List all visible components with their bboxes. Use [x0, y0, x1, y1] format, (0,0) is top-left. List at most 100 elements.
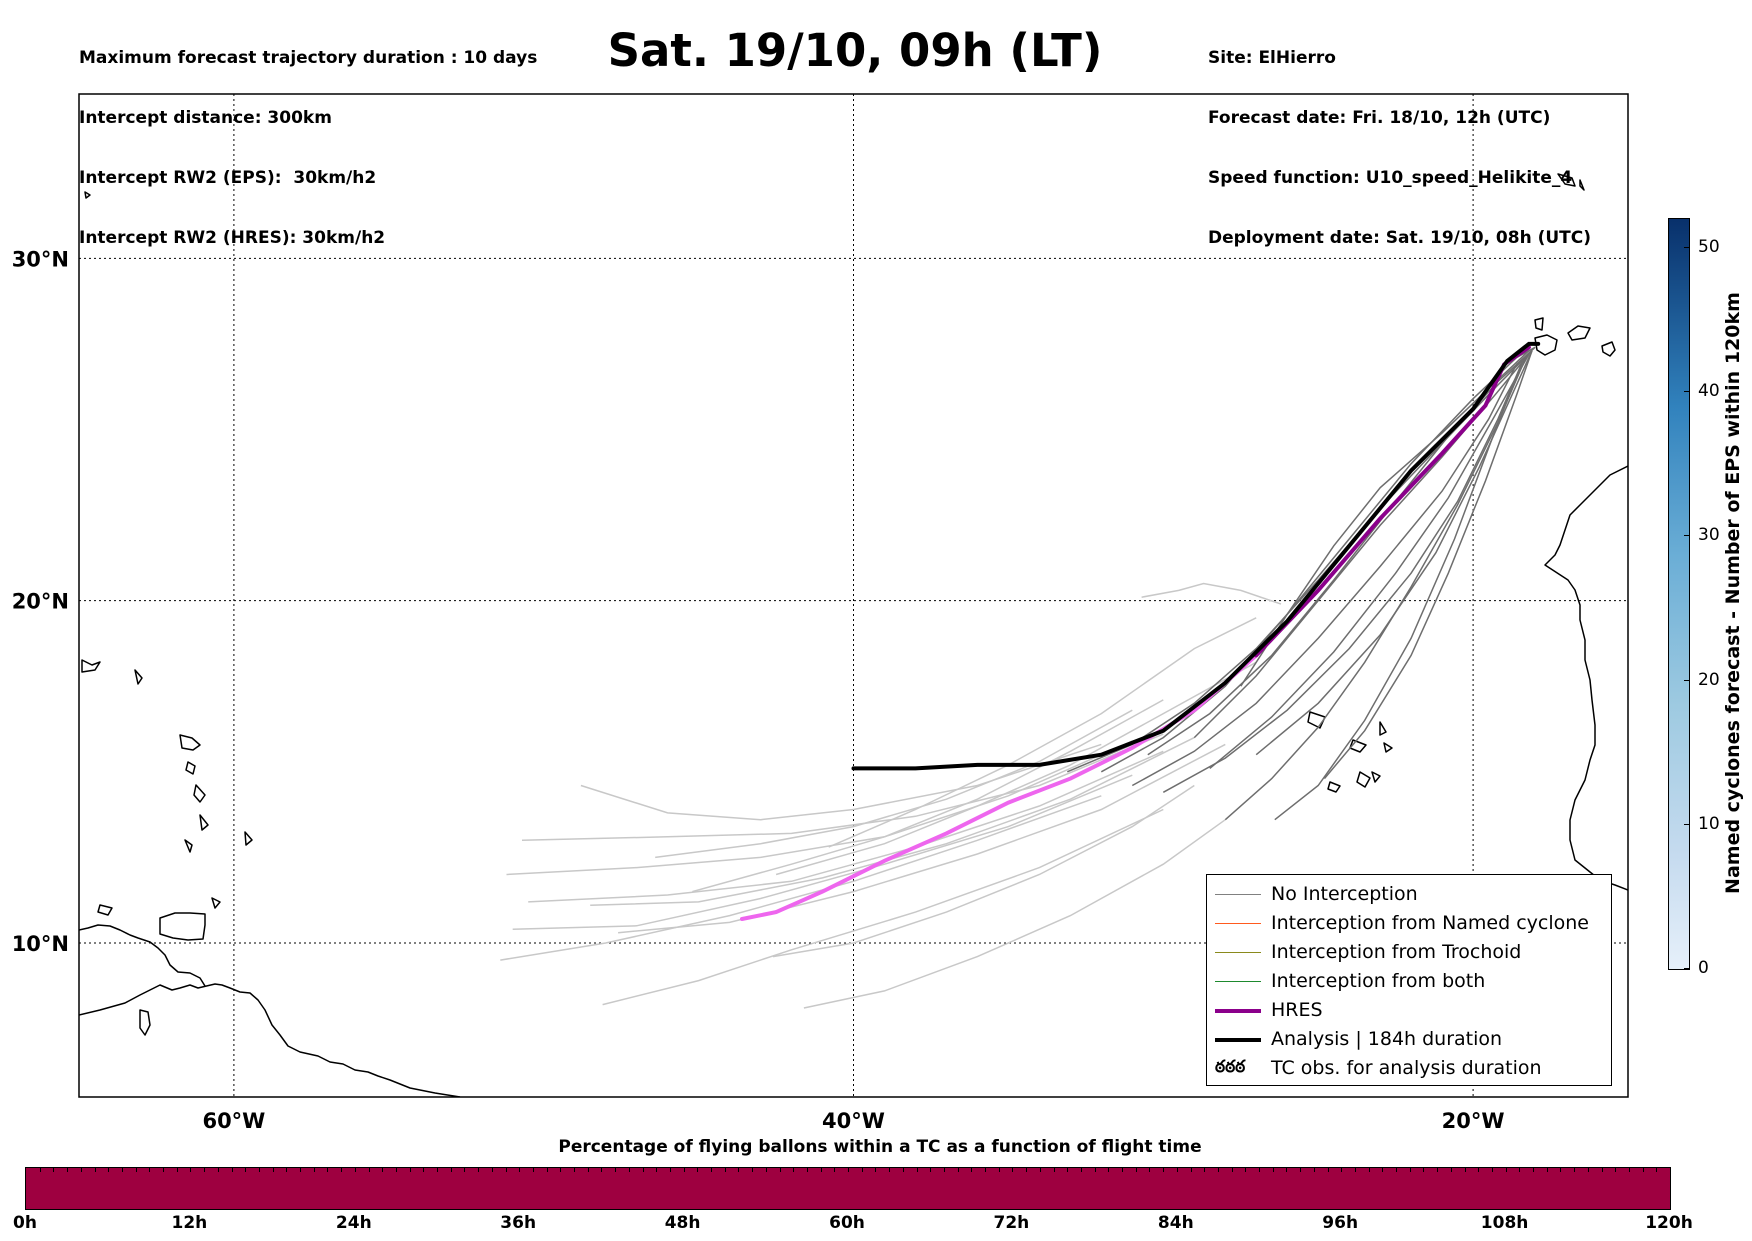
percentage-bar-tick-label: 108h	[1480, 1213, 1529, 1233]
percentage-bar-division	[532, 1168, 534, 1172]
header-line: Intercept RW2 (HRES): 30km/h2	[79, 228, 386, 248]
percentage-bar-division	[1259, 1168, 1260, 1172]
percentage-bar-division	[889, 1168, 891, 1172]
percentage-bar-division	[272, 1168, 274, 1172]
percentage-bar-division	[711, 1168, 712, 1172]
percentage-bar-division	[217, 1168, 219, 1172]
percentage-bar-division	[450, 1168, 452, 1172]
percentage-bar-division	[1053, 1168, 1055, 1172]
coast-tobago	[139, 1009, 151, 1036]
percentage-bar-division	[1478, 1168, 1480, 1172]
percentage-bar-division	[1313, 1168, 1315, 1172]
coast-canary-c	[1601, 341, 1616, 357]
percentage-bar-division	[560, 1168, 562, 1172]
percentage-bar-division	[1245, 1168, 1247, 1172]
percentage-bar-division	[957, 1168, 959, 1172]
percentage-bar-division	[1094, 1168, 1096, 1172]
legend-line-sample	[1215, 894, 1261, 896]
percentage-bar-division	[848, 1168, 849, 1172]
coast-isle-a	[81, 659, 101, 673]
eps-trajectory	[1255, 350, 1533, 756]
percentage-bar-division	[1108, 1168, 1110, 1172]
header-line: Intercept distance: 300km	[79, 108, 332, 128]
percentage-bar-division	[94, 1168, 96, 1172]
legend-item: Interception from Trochoid	[1207, 939, 1611, 967]
legend-label: No Interception	[1271, 883, 1418, 905]
colorbar-tick-label: 20	[1698, 669, 1720, 690]
eps-trajectory	[500, 795, 1102, 961]
percentage-bar-division	[902, 1168, 904, 1172]
header-line: Maximum forecast trajectory duration : 1…	[79, 48, 538, 68]
percentage-bar-division	[1300, 1168, 1302, 1172]
coast-cape-verde-g	[1349, 739, 1367, 753]
legend-item: Interception from both	[1207, 968, 1611, 996]
percentage-bar-division	[587, 1168, 589, 1172]
percentage-bar-division	[1574, 1168, 1576, 1172]
legend-item: ఠఠఠ TC obs. for analysis duration	[1207, 1055, 1611, 1083]
percentage-bar-division	[231, 1168, 233, 1172]
legend-line-sample	[1215, 923, 1261, 925]
percentage-bar-division	[1656, 1168, 1658, 1172]
percentage-bar-division	[1533, 1168, 1534, 1172]
coast-south-america	[79, 983, 461, 1097]
percentage-bar-division	[80, 1168, 82, 1172]
percentage-bar-division	[1505, 1168, 1507, 1172]
percentage-bar-division	[519, 1168, 521, 1172]
percentage-bar-division	[1450, 1168, 1452, 1172]
percentage-bar-tick-label: 120h	[1645, 1213, 1693, 1233]
header-line: Speed function: U10_speed_Helikite_4	[1208, 168, 1573, 188]
lat-tick-label: 30°N	[12, 247, 69, 271]
eps-trajectory	[828, 617, 1257, 848]
percentage-bar-division	[1396, 1168, 1397, 1172]
colorbar-tick-label: 10	[1698, 813, 1720, 834]
percentage-bar-division	[1368, 1168, 1370, 1172]
map-frame	[78, 93, 1629, 1098]
percentage-bar-division	[190, 1168, 192, 1172]
eps-trajectory	[1067, 350, 1533, 773]
coast-isle-k	[84, 191, 91, 199]
percentage-bar-division	[724, 1168, 726, 1172]
colorbar-tick-mark	[1684, 246, 1690, 248]
percentage-bar	[25, 1167, 1671, 1210]
legend-label: Analysis | 184h duration	[1271, 1028, 1503, 1050]
percentage-bar-division	[409, 1168, 411, 1172]
percentage-bar-division	[820, 1168, 822, 1172]
coast-cape-verde-a	[1307, 711, 1326, 729]
percentage-bar-division	[546, 1168, 548, 1172]
percentage-bar-division	[916, 1168, 918, 1172]
percentage-bar-division	[1628, 1168, 1630, 1172]
percentage-bar-division	[67, 1168, 69, 1172]
percentage-bar-division	[574, 1168, 575, 1172]
header-line: Forecast date: Fri. 18/10, 12h (UTC)	[1208, 108, 1551, 128]
percentage-bar-division	[875, 1168, 877, 1172]
percentage-bar-division	[601, 1168, 603, 1172]
eps-trajectory	[1141, 582, 1282, 605]
percentage-bar-division	[39, 1168, 41, 1172]
percentage-bar-division	[1464, 1168, 1466, 1172]
percentage-bar-division	[765, 1168, 767, 1172]
coast-isle-g	[184, 839, 193, 853]
eps-trajectory	[1131, 346, 1536, 787]
percentage-bar-division	[1080, 1168, 1082, 1172]
colorbar-tick-label: 50	[1698, 236, 1720, 257]
percentage-bar-division	[176, 1168, 178, 1172]
percentage-bar-division	[135, 1168, 137, 1172]
tc-obs-icon: ఠఠఠ	[1215, 1057, 1246, 1077]
coast-madeira	[1557, 173, 1576, 187]
header-line: Intercept RW2 (EPS): 30km/h2	[79, 168, 377, 188]
colorbar-title: Named cyclones forecast - Number of EPS …	[1722, 292, 1744, 894]
header-info-right: Site: ElHierro Forecast date: Fri. 18/10…	[1208, 8, 1591, 268]
percentage-bar-division	[1231, 1168, 1233, 1172]
percentage-bar-division	[861, 1168, 863, 1172]
colorbar-tick-mark	[1684, 679, 1690, 681]
legend-item: No Interception	[1207, 881, 1611, 909]
legend-label: Interception from both	[1271, 970, 1486, 992]
percentage-bar-division	[258, 1168, 260, 1172]
percentage-bar-division	[1437, 1168, 1439, 1172]
percentage-bar-division	[793, 1168, 795, 1172]
coast-venezuela-north	[79, 924, 206, 987]
percentage-bar-division	[1012, 1168, 1014, 1172]
coast-isle-c	[179, 734, 201, 751]
coast-isle-e	[193, 784, 206, 803]
coast-isle-d	[185, 761, 196, 775]
